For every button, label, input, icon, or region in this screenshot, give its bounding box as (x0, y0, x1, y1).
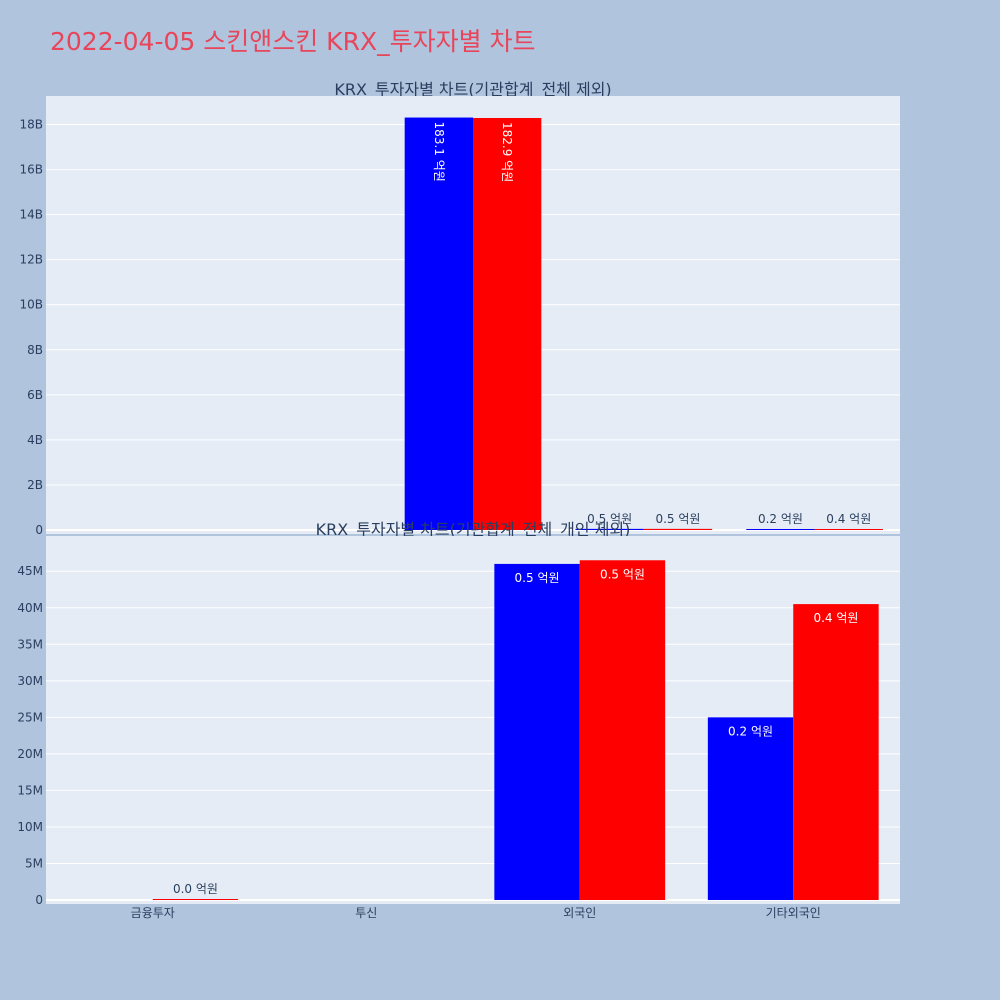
bar-label: 0.5 억원 (655, 512, 700, 526)
y-tick-label: 45M (17, 564, 43, 578)
bar[interactable] (494, 563, 580, 900)
y-tick-label: 30M (17, 674, 43, 688)
y-tick-label: 20M (17, 747, 43, 761)
x-tick-label: 투신 (355, 906, 377, 920)
bar-label: 182.9 억원 (500, 122, 514, 182)
y-tick-label: 16B (19, 163, 43, 177)
x-tick-label: 외국인 (563, 906, 596, 920)
bar-label: 0.0 억원 (173, 882, 218, 896)
bar[interactable] (707, 717, 794, 900)
page-title: 2022-04-05 스킨앤스킨 KRX_투자자별 차트 (50, 27, 536, 56)
bar[interactable] (404, 117, 473, 531)
chart-title: KRX_투자자별 차트(기관합계_전체 제외) (334, 80, 611, 100)
y-tick-label: 10M (17, 820, 43, 834)
y-tick-label: 40M (17, 601, 43, 615)
x-tick-label: 금융투자 (131, 906, 175, 920)
y-tick-label: 25M (17, 710, 43, 724)
y-tick-label: 35M (17, 637, 43, 651)
y-tick-label: 10B (19, 298, 43, 312)
bar[interactable] (814, 529, 883, 530)
y-tick-label: 0 (35, 523, 43, 537)
bar-label: 183.1 억원 (432, 122, 446, 182)
y-tick-label: 5M (25, 856, 43, 870)
bar[interactable] (793, 604, 879, 900)
bar[interactable] (152, 899, 239, 900)
bar-label: 0.2 억원 (728, 724, 773, 738)
y-tick-label: 15M (17, 783, 43, 797)
bar[interactable] (643, 528, 713, 530)
y-tick-label: 12B (19, 253, 43, 267)
bar-label: 0.5 억원 (600, 567, 645, 581)
chart-investor-excluding-individual: KRX_투자자별 차트(기관합계_전체_개인 제외) 0 5M 10M 15M 20M 2… (17, 520, 900, 920)
y-tick-label: 2B (27, 478, 43, 492)
bar[interactable] (473, 117, 542, 530)
y-tick-label: 14B (19, 208, 43, 222)
bar[interactable] (579, 560, 666, 900)
y-tick-label: 18B (19, 118, 43, 132)
y-tick-label: 6B (27, 388, 43, 402)
bar-label: 0.5 억원 (515, 571, 560, 585)
chart-investor-all: KRX_투자자별 차트(기관합계_전체 제외) 0 2B 4B 6B 8B 10B 12B 1… (19, 80, 900, 550)
y-tick-label: 0 (35, 893, 43, 907)
bar-label: 0.4 억원 (813, 611, 858, 625)
bar-label: 0.4 억원 (826, 512, 871, 526)
y-tick-label: 4B (27, 433, 43, 447)
x-tick-label: 기타외국인 (766, 906, 821, 920)
bar[interactable] (746, 529, 815, 530)
bar[interactable] (575, 528, 644, 530)
y-tick-label: 8B (27, 343, 43, 357)
bar-label: 0.5 억원 (587, 512, 632, 526)
bar-label: 0.2 억원 (758, 512, 803, 526)
chart-title: KRX_투자자별 차트(기관합계_전체_개인 제외) (316, 520, 631, 540)
